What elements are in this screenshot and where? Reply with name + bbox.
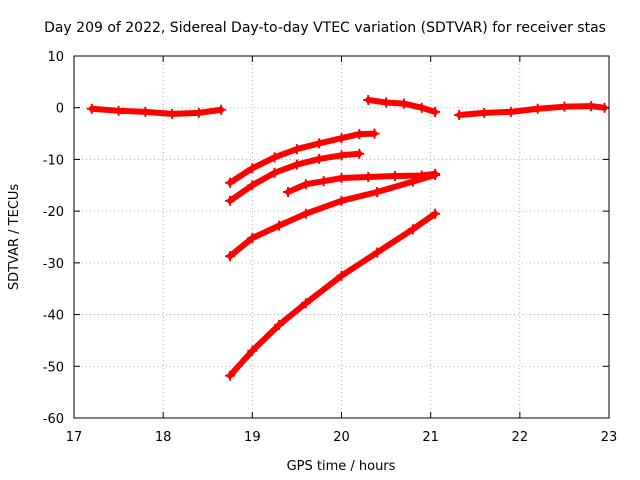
series-arc-e — [225, 148, 365, 206]
x-tick-label: 20 — [333, 430, 350, 445]
series-arc-g — [225, 169, 441, 262]
data-point — [269, 152, 280, 163]
data-point — [269, 167, 280, 178]
data-point — [291, 159, 302, 170]
x-tick-label: 22 — [512, 430, 529, 445]
x-tick-label: 19 — [244, 430, 261, 445]
data-point — [300, 208, 311, 219]
data-point — [354, 129, 365, 140]
data-point — [586, 101, 597, 112]
data-point — [291, 144, 302, 155]
y-tick-label: -20 — [43, 205, 64, 220]
data-point — [430, 169, 441, 180]
data-point — [372, 247, 383, 258]
data-point — [247, 233, 258, 244]
x-tick-label: 18 — [155, 430, 172, 445]
x-tick-label: 23 — [601, 430, 618, 445]
data-point — [225, 195, 236, 206]
data-point — [300, 298, 311, 309]
chart-title: Day 209 of 2022, Sidereal Day-to-day VTE… — [44, 20, 606, 36]
data-point — [247, 180, 258, 191]
data-point — [247, 345, 258, 356]
data-point — [372, 187, 383, 198]
ticks: 17 18 19 20 21 22 23 10 0 -10 -20 -30 -40 -50 -60 — [43, 50, 618, 445]
data-point — [505, 106, 516, 117]
data-point — [430, 106, 441, 117]
data-point — [314, 138, 325, 149]
series-band — [227, 171, 439, 260]
series-arc-f — [283, 168, 441, 198]
data-point — [318, 176, 329, 187]
x-axis-label: GPS time / hours — [287, 459, 396, 474]
data-point — [216, 104, 227, 115]
y-axis-label: SDTVAR / TECUs — [7, 184, 22, 291]
y-tick-label: -50 — [43, 360, 64, 375]
data-point — [407, 176, 418, 187]
data-point — [193, 107, 204, 118]
data-point — [369, 128, 380, 139]
x-tick-label: 21 — [422, 430, 439, 445]
data-point — [398, 98, 409, 109]
y-tick-label: -10 — [43, 153, 64, 168]
data-point — [363, 94, 374, 105]
data-point — [454, 109, 465, 120]
data-point — [167, 108, 178, 119]
y-tick-label: 10 — [47, 50, 64, 65]
data-point — [225, 177, 236, 188]
y-tick-label: 0 — [56, 102, 64, 117]
data-point — [113, 105, 124, 116]
y-tick-label: -60 — [43, 412, 64, 427]
data-point — [300, 179, 311, 190]
y-tick-label: -30 — [43, 257, 64, 272]
data-point — [314, 153, 325, 164]
data-point — [559, 101, 570, 112]
data-point — [86, 103, 97, 114]
data-point — [336, 195, 347, 206]
data-point — [416, 102, 427, 113]
data-point — [532, 103, 543, 114]
data-point — [381, 97, 392, 108]
data-point — [225, 251, 236, 262]
data-point — [336, 173, 347, 184]
series-arc-h — [225, 208, 441, 381]
data-point — [430, 208, 441, 219]
data-point — [274, 220, 285, 231]
data-point — [274, 319, 285, 330]
x-tick-label: 17 — [66, 430, 83, 445]
data-point — [363, 172, 374, 183]
data-point — [390, 170, 400, 181]
data-point — [140, 106, 151, 117]
series-arc-a — [86, 103, 227, 119]
data-point — [336, 133, 347, 144]
series-arc-b — [363, 94, 441, 117]
data-point — [354, 148, 365, 159]
data-point — [247, 163, 258, 174]
data-point — [225, 370, 236, 381]
series-arc-d — [225, 128, 380, 188]
data-point — [336, 270, 347, 281]
data-point — [336, 150, 347, 161]
data-point — [407, 224, 418, 235]
data-point — [479, 107, 490, 118]
data-point — [283, 187, 293, 198]
series-band — [227, 210, 439, 379]
data-series — [86, 94, 610, 381]
y-tick-label: -40 — [43, 309, 64, 324]
